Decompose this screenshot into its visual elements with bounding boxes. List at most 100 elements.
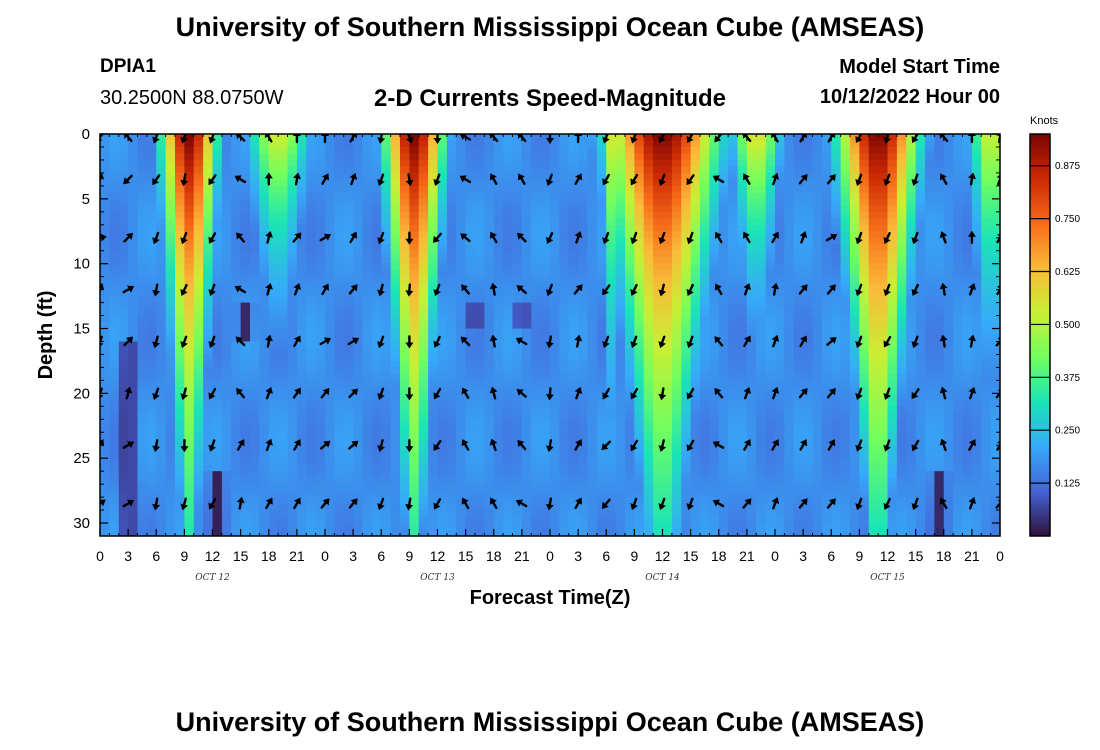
heatmap-cell: [756, 179, 767, 187]
heatmap-cell: [184, 224, 195, 232]
heatmap-cell: [643, 270, 654, 278]
heatmap-cell: [409, 322, 420, 330]
heatmap-cell: [446, 179, 457, 187]
heatmap-cell: [118, 425, 129, 433]
heatmap-cell: [512, 211, 523, 219]
heatmap-cell: [268, 146, 279, 155]
heatmap-cell: [681, 283, 692, 291]
heatmap-cell: [615, 283, 626, 291]
heatmap-cell: [418, 205, 429, 213]
heatmap-cell: [765, 490, 776, 498]
heatmap-cell: [221, 172, 232, 180]
heatmap-cell: [662, 179, 673, 187]
heatmap-cell: [221, 192, 232, 200]
heatmap-cell: [606, 529, 617, 536]
heatmap-cell: [165, 185, 176, 193]
heatmap-cell: [193, 296, 204, 304]
heatmap-cell: [737, 276, 748, 284]
heatmap-cell: [484, 464, 495, 472]
heatmap-cell: [184, 211, 195, 219]
heatmap-cell: [681, 140, 692, 148]
heatmap-cell: [671, 503, 682, 511]
heatmap-cell: [418, 354, 429, 362]
heatmap-cell: [118, 198, 129, 206]
heatmap-cell: [803, 309, 814, 317]
heatmap-cell: [634, 192, 645, 200]
heatmap-cell: [390, 458, 401, 466]
heatmap-cell: [728, 328, 739, 336]
heatmap-cell: [690, 347, 701, 356]
heatmap-cell: [521, 484, 532, 492]
heatmap-cell: [306, 406, 317, 414]
heatmap-cell: [137, 328, 148, 336]
heatmap-cell: [100, 425, 110, 433]
heatmap-cell: [390, 192, 401, 200]
heatmap-cell: [709, 192, 720, 200]
heatmap-cell: [390, 373, 401, 381]
heatmap-cell: [343, 211, 354, 219]
heatmap-cell: [709, 432, 720, 440]
heatmap-cell: [465, 464, 476, 472]
heatmap-cell: [521, 367, 532, 375]
heatmap-cell: [643, 432, 654, 440]
heatmap-cell: [643, 296, 654, 304]
heatmap-cell: [559, 406, 570, 414]
heatmap-cell: [728, 276, 739, 284]
heatmap-cell: [278, 296, 289, 304]
heatmap-cell: [493, 244, 504, 252]
heatmap-cell: [428, 529, 439, 536]
heatmap-cell: [475, 224, 485, 232]
heatmap-cell: [456, 523, 467, 531]
heatmap-cell: [428, 302, 439, 310]
heatmap-cell: [409, 503, 420, 511]
heatmap-cell: [287, 360, 298, 369]
heatmap-cell: [165, 302, 176, 310]
heatmap-cell: [268, 523, 279, 531]
heatmap-cell: [653, 367, 664, 375]
heatmap-cell: [578, 335, 589, 343]
speed-heatmap: [100, 134, 1000, 536]
heatmap-cell: [484, 445, 495, 453]
heatmap-cell: [100, 360, 110, 369]
heatmap-cell: [690, 490, 701, 498]
heatmap-cell: [390, 218, 401, 226]
heatmap-cell: [465, 360, 476, 369]
heatmap-cell: [625, 231, 635, 239]
heatmap-cell: [278, 458, 289, 466]
heatmap-cell: [334, 283, 345, 291]
heatmap-cell: [775, 477, 785, 485]
heatmap-cell: [728, 380, 739, 388]
heatmap-cell: [550, 146, 560, 155]
heatmap-cell: [821, 354, 832, 362]
heatmap-cell: [812, 380, 823, 388]
heatmap-cell: [690, 503, 701, 511]
heatmap-cell: [418, 263, 429, 271]
heatmap-cell: [690, 425, 701, 433]
heatmap-cell: [446, 237, 457, 245]
heatmap-cell: [643, 471, 654, 479]
heatmap-cell: [662, 250, 673, 258]
heatmap-cell: [671, 224, 682, 232]
heatmap-cell: [240, 529, 251, 536]
heatmap-cell: [428, 484, 439, 492]
heatmap-cell: [840, 263, 851, 271]
heatmap-cell: [184, 198, 195, 206]
heatmap-cell: [334, 347, 345, 356]
heatmap-cell: [793, 257, 804, 265]
heatmap-cell: [315, 425, 326, 433]
heatmap-cell: [137, 244, 148, 252]
heatmap-cell: [821, 328, 832, 336]
heatmap-cell: [812, 263, 823, 271]
heatmap-cell: [765, 140, 776, 148]
heatmap-cell: [362, 211, 373, 219]
heatmap-cell: [400, 458, 410, 466]
heatmap-cell: [671, 146, 682, 155]
heatmap-cell: [334, 503, 345, 511]
heatmap-cell: [503, 490, 514, 498]
heatmap-cell: [475, 419, 485, 427]
heatmap-cell: [718, 419, 729, 427]
heatmap-cell: [531, 438, 542, 446]
heatmap-cell: [137, 159, 148, 168]
heatmap-cell: [475, 412, 485, 420]
heatmap-cell: [325, 302, 335, 310]
